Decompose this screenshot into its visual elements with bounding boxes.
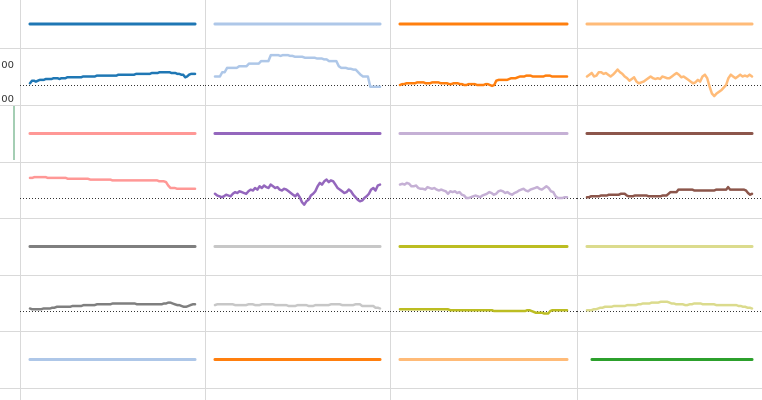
y-tick-label-top: 00	[1, 60, 14, 71]
series-line	[585, 300, 754, 312]
series-line	[28, 70, 197, 85]
series-line	[213, 53, 382, 88]
series-line	[213, 303, 382, 310]
series-line	[213, 178, 382, 206]
y-tick-label-bottom: 00	[1, 94, 14, 105]
series-line	[585, 185, 754, 199]
series-line	[398, 181, 569, 200]
series-line	[28, 301, 197, 311]
series-line	[398, 74, 569, 88]
series-line	[398, 308, 569, 315]
series-line	[585, 68, 754, 98]
series-line	[28, 175, 197, 191]
